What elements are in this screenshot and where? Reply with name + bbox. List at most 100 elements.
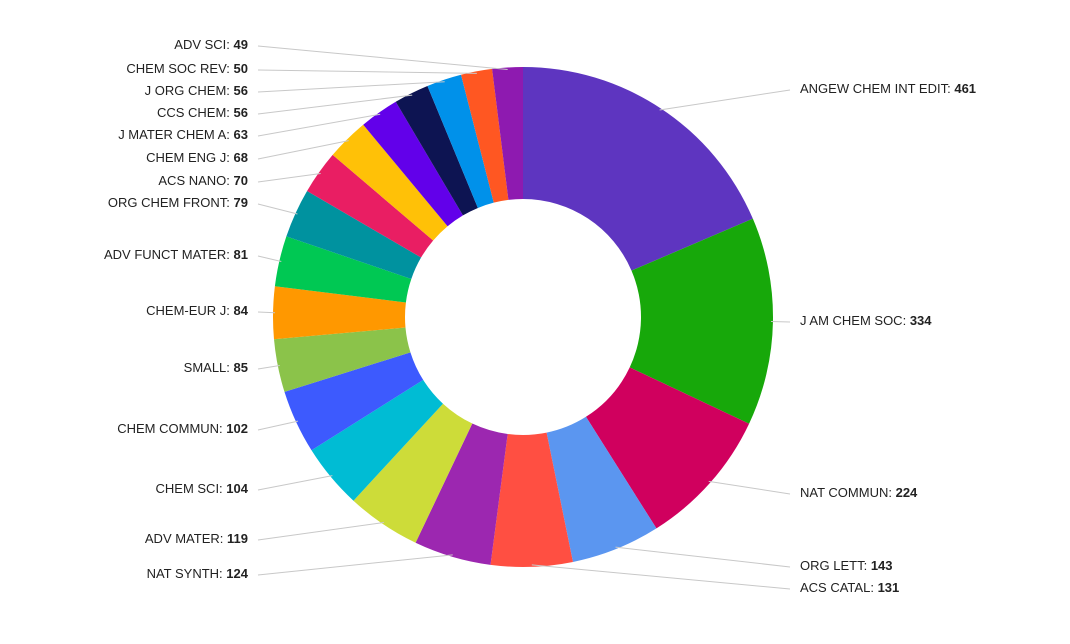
slice-value: 50 xyxy=(234,61,248,76)
donut-slice xyxy=(273,286,406,340)
leader-line xyxy=(708,480,791,495)
slice-name: CHEM SCI: xyxy=(156,481,223,496)
slice-name: NAT SYNTH: xyxy=(147,566,223,581)
donut-slice xyxy=(585,367,750,529)
slice-label: J MATER CHEM A: 63 xyxy=(118,127,248,142)
leader-line xyxy=(257,364,280,370)
slice-value: 124 xyxy=(226,566,248,581)
slice-name: J ORG CHEM: xyxy=(145,83,230,98)
slice-value: 131 xyxy=(878,580,900,595)
donut-slice xyxy=(395,85,478,216)
donut-slice xyxy=(415,423,508,565)
slice-value: 119 xyxy=(227,531,248,546)
leader-line xyxy=(257,113,381,137)
slice-name: ACS NANO: xyxy=(158,173,230,188)
slice-value: 104 xyxy=(226,481,248,496)
leader-line xyxy=(659,89,791,111)
slice-value: 224 xyxy=(896,485,918,500)
donut-slice xyxy=(492,67,523,200)
donut-slice xyxy=(629,218,773,424)
donut-slice xyxy=(332,124,448,241)
leader-line xyxy=(531,564,791,590)
leader-line xyxy=(257,475,333,491)
slice-value: 102 xyxy=(226,421,248,436)
slice-name: J MATER CHEM A: xyxy=(118,127,230,142)
slice-label: ADV MATER: 119 xyxy=(145,531,248,546)
slice-label: NAT COMMUN: 224 xyxy=(800,485,918,500)
slice-label: CHEM SCI: 104 xyxy=(156,481,249,496)
slice-value: 49 xyxy=(234,37,248,52)
slice-label: ACS NANO: 70 xyxy=(158,173,248,188)
slice-label: ACS CATAL: 131 xyxy=(800,580,899,595)
slice-label: CHEM SOC REV: 50 xyxy=(126,61,248,76)
slice-value: 143 xyxy=(871,558,893,573)
slice-value: 79 xyxy=(234,195,248,210)
slice-value: 56 xyxy=(234,83,248,98)
leader-line xyxy=(257,554,453,576)
donut-slice xyxy=(490,432,573,567)
slice-label: CHEM-EUR J: 84 xyxy=(146,303,249,318)
slice-label: ANGEW CHEM INT EDIT: 461 xyxy=(800,81,976,96)
donut-slice xyxy=(274,236,412,303)
slice-label: J ORG CHEM: 56 xyxy=(145,83,248,98)
slice-value: 63 xyxy=(234,127,248,142)
slice-label: ORG LETT: 143 xyxy=(800,558,893,573)
donut-slice xyxy=(427,74,494,208)
slice-name: CHEM COMMUN: xyxy=(117,421,222,436)
donut-slice xyxy=(307,154,434,258)
donut-slice xyxy=(523,67,753,271)
slice-label: NAT SYNTH: 124 xyxy=(147,566,249,581)
slice-name: ORG LETT: xyxy=(800,558,867,573)
slice-value: 461 xyxy=(954,81,976,96)
slice-value: 56 xyxy=(234,105,248,120)
slice-name: NAT COMMUN: xyxy=(800,485,892,500)
slice-label: CHEM ENG J: 68 xyxy=(146,150,248,165)
slice-label: CCS CHEM: 56 xyxy=(157,105,248,120)
donut-slice xyxy=(284,352,424,451)
slice-name: CHEM ENG J: xyxy=(146,150,230,165)
slice-label: ADV FUNCT MATER: 81 xyxy=(104,247,248,262)
slice-name: ANGEW CHEM INT EDIT: xyxy=(800,81,951,96)
slice-name: CHEM SOC REV: xyxy=(126,61,230,76)
slice-label: SMALL: 85 xyxy=(184,360,248,375)
slice-name: ACS CATAL: xyxy=(800,580,874,595)
donut-slice xyxy=(353,403,473,543)
slice-name: ADV FUNCT MATER: xyxy=(104,247,230,262)
slice-value: 68 xyxy=(234,150,248,165)
slice-name: ORG CHEM FRONT: xyxy=(108,195,230,210)
leader-line xyxy=(257,173,321,183)
slice-name: ADV MATER: xyxy=(145,531,224,546)
leader-line xyxy=(257,69,477,74)
slice-value: 70 xyxy=(234,173,248,188)
leader-line xyxy=(615,546,791,568)
leader-line xyxy=(257,255,282,262)
leader-line xyxy=(257,140,349,160)
slice-name: SMALL: xyxy=(184,360,230,375)
leader-line xyxy=(257,45,508,70)
slice-name: J AM CHEM SOC: xyxy=(800,313,906,328)
leader-line xyxy=(257,311,276,314)
leader-line xyxy=(257,420,299,431)
leader-line xyxy=(257,81,445,93)
slice-label: ORG CHEM FRONT: 79 xyxy=(108,195,248,210)
slice-value: 334 xyxy=(910,313,932,328)
slice-label: J AM CHEM SOC: 334 xyxy=(800,313,932,328)
leader-line xyxy=(257,203,298,215)
donut-slice xyxy=(273,327,411,392)
slice-value: 85 xyxy=(234,360,248,375)
slice-name: CCS CHEM: xyxy=(157,105,230,120)
donut-slice xyxy=(363,101,463,227)
slice-name: ADV SCI: xyxy=(174,37,230,52)
leader-line xyxy=(257,521,385,541)
leader-line xyxy=(257,94,413,115)
slice-name: CHEM-EUR J: xyxy=(146,303,230,318)
donut-slice xyxy=(461,68,509,203)
donut-slice xyxy=(546,416,657,562)
slice-label: ADV SCI: 49 xyxy=(174,37,248,52)
donut-slice xyxy=(286,190,422,279)
donut-slice xyxy=(311,379,443,501)
slice-label: CHEM COMMUN: 102 xyxy=(117,421,248,436)
slice-value: 84 xyxy=(234,303,249,318)
slice-value: 81 xyxy=(234,247,248,262)
